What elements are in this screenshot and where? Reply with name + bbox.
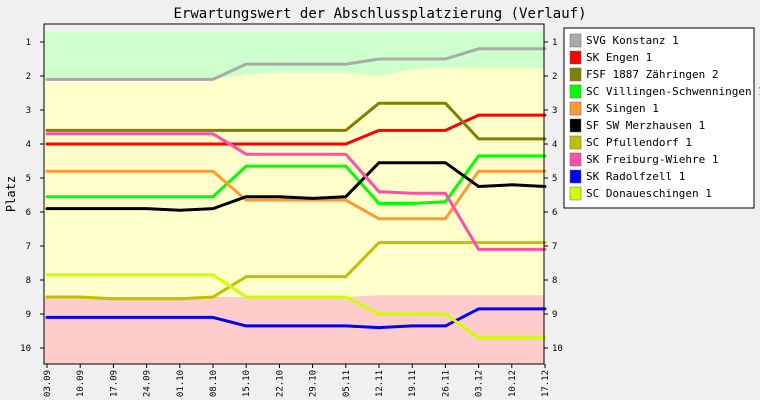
x-tick-label: 05.11 [342, 370, 352, 397]
x-tick-label: 22.10 [275, 370, 285, 397]
y-tick-label: 4 [552, 140, 557, 150]
series-line [45, 307, 547, 330]
x-tick-label: 03.09 [43, 370, 53, 397]
x-tick-label: 03.12 [475, 370, 485, 397]
x-tick-label: 08.10 [209, 370, 219, 397]
legend-entry: SK Radolfzell 1 [586, 170, 685, 183]
legend-swatch [569, 152, 582, 167]
series-line [45, 161, 547, 212]
legend-swatch [569, 101, 582, 116]
legend-entry: SK Freiburg-Wiehre 1 [586, 153, 718, 166]
y-tick-label: 3 [26, 106, 31, 116]
series-line [45, 47, 547, 81]
x-tick-label: 15.10 [242, 370, 252, 397]
y-axis-label: Platz [4, 176, 18, 212]
y-tick-label: 5 [552, 174, 557, 184]
y-tick-label: 7 [552, 242, 557, 252]
y-axis-right: 1 2 3 4 5 6 7 8 9 10 [544, 38, 563, 354]
y-tick-label: 2 [552, 72, 557, 82]
x-tick-label: 29.10 [309, 370, 319, 397]
series-line [45, 132, 547, 251]
y-tick-label: 5 [26, 174, 31, 184]
legend-entry: SVG Konstanz 1 [586, 34, 679, 47]
y-tick-label: 9 [552, 310, 557, 320]
legend-entry: SK Singen 1 [586, 102, 659, 115]
plot-frame [43, 23, 545, 365]
y-axis-left: 1 2 3 4 5 6 7 8 9 10 [20, 38, 44, 354]
y-tick-label: 6 [26, 208, 31, 218]
legend-swatch [569, 118, 582, 133]
y-tick-label: 7 [26, 242, 31, 252]
x-tick-label: 10.09 [76, 370, 86, 397]
x-tick-label: 01.10 [176, 370, 186, 397]
legend: SVG Konstanz 1 SK Engen 1 FSF 1887 Zähring… [563, 27, 760, 209]
x-tick-label: 17.12 [541, 370, 551, 397]
chart-title: Erwartungswert der Abschlussplatzierung … [173, 6, 586, 22]
series-line [45, 101, 547, 141]
x-tick-label: 10.12 [508, 370, 518, 397]
legend-entry: SC Donaueschingen 1 [586, 187, 712, 200]
band-middle [44, 67, 544, 297]
y-tick-label: 4 [26, 140, 31, 150]
x-tick-label: 24.09 [143, 370, 153, 397]
legend-entry: SC Villingen-Schwenningen 1 [586, 85, 760, 98]
series-line [45, 241, 547, 301]
x-tick-label: 17.09 [109, 370, 119, 397]
legend-entry: SC Pfullendorf 1 [586, 136, 692, 149]
y-tick-label: 8 [552, 276, 557, 286]
series-lines [45, 47, 547, 340]
x-axis: 03.09 10.09 17.09 24.09 01.10 08.10 15.10 22.10… [43, 364, 551, 397]
plot-bands [44, 31, 544, 364]
y-tick-label: 1 [552, 38, 557, 48]
legend-swatch [569, 186, 582, 201]
legend-entry: FSF 1887 Zähringen 2 [586, 68, 718, 81]
series-line [45, 154, 547, 205]
series-line [45, 273, 547, 340]
y-tick-label: 10 [20, 344, 31, 354]
legend-entry: SF SW Merzhausen 1 [586, 119, 705, 132]
y-tick-label: 6 [552, 208, 557, 218]
legend-swatch [569, 50, 582, 65]
legend-swatch [569, 67, 582, 82]
band-promotion [44, 31, 544, 80]
x-tick-label: 12.11 [375, 370, 385, 397]
x-tick-label: 19.11 [408, 370, 418, 397]
legend-swatch [569, 33, 582, 48]
x-tick-label: 26.11 [441, 370, 451, 397]
band-relegation [44, 295, 544, 364]
legend-swatch [569, 84, 582, 99]
y-tick-label: 9 [26, 310, 31, 320]
legend-swatch [569, 135, 582, 150]
y-tick-label: 3 [552, 106, 557, 116]
legend-swatch [569, 169, 582, 184]
legend-entry: SK Engen 1 [586, 51, 652, 64]
y-tick-label: 2 [26, 72, 31, 82]
legend-box [563, 27, 755, 209]
y-tick-label: 10 [552, 344, 563, 354]
series-line [45, 169, 547, 221]
y-tick-label: 1 [26, 38, 31, 48]
y-tick-label: 8 [26, 276, 31, 286]
